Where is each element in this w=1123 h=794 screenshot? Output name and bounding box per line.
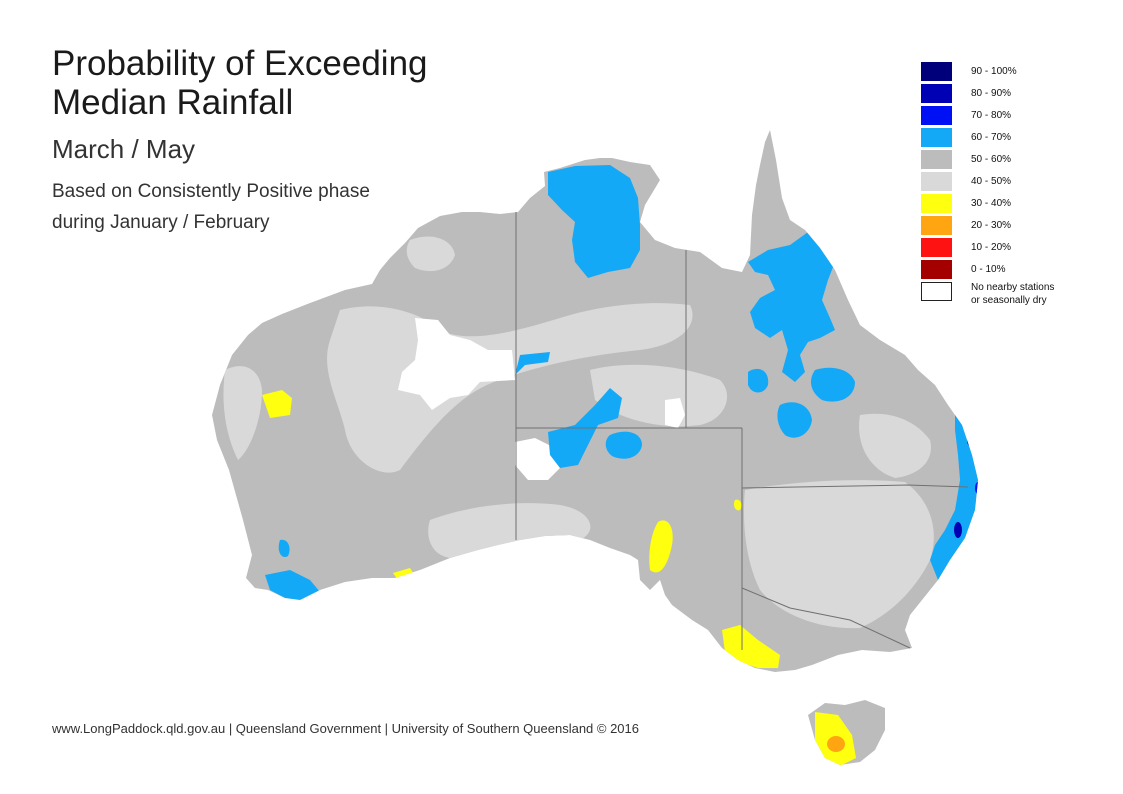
- tasmania-orange-zone: [827, 736, 845, 752]
- legend-swatch: [921, 62, 952, 81]
- title-line-2: Median Rainfall: [52, 83, 294, 122]
- blue-zone-nsw-coast: [930, 405, 978, 580]
- legend-label: 60 - 70%: [971, 132, 1012, 143]
- no-data-zone-north: [665, 398, 685, 428]
- blue-zone-gulf: [748, 225, 835, 382]
- light-zone-southeast: [743, 480, 934, 629]
- period-label: March / May: [52, 134, 196, 164]
- legend-label-no-data: No nearby stations or seasonally dry: [971, 281, 1111, 307]
- light-zone-center: [590, 364, 728, 427]
- map-title: Probability of Exceeding Median Rainfall: [52, 44, 428, 122]
- legend-swatch: [921, 260, 952, 279]
- footer-credits: www.LongPaddock.qld.gov.au | Queensland …: [52, 721, 639, 736]
- legend-swatch: [921, 172, 952, 191]
- legend-label: 0 - 10%: [971, 264, 1006, 275]
- dark-blue-spot-nsw: [954, 522, 962, 538]
- light-zone-kimberley: [406, 236, 455, 272]
- legend-item: 90 - 100%: [921, 61, 1111, 83]
- legend-swatch: [921, 84, 952, 103]
- blue-zone-qld-west: [748, 368, 769, 393]
- yellow-zone-sa-small: [733, 499, 742, 511]
- light-zone-nullarbor: [428, 503, 591, 558]
- light-zone-west-coast: [223, 366, 262, 460]
- legend-label: 10 - 20%: [971, 242, 1012, 253]
- border-nsw-vic: [741, 587, 911, 649]
- state-borders: [515, 212, 969, 650]
- yellow-zone-sa-gulf: [649, 520, 673, 573]
- legend-item: 50 - 60%: [921, 149, 1111, 171]
- legend-item: 40 - 50%: [921, 171, 1111, 193]
- legend-swatch: [921, 238, 952, 257]
- legend-swatch-no-data: [921, 282, 952, 301]
- legend: 90 - 100% 80 - 90% 70 - 80% 60 - 70% 50 - 60…: [921, 61, 1111, 317]
- legend-label: 80 - 90%: [971, 88, 1012, 99]
- mainland-probability-layer: [212, 130, 978, 672]
- legend-label: 20 - 30%: [971, 220, 1012, 231]
- dark-blue-spot-coast: [975, 482, 978, 494]
- legend-no-data-line-2: or seasonally dry: [971, 295, 1047, 306]
- tasmania: [808, 700, 885, 765]
- blue-zone-top-end: [548, 165, 640, 278]
- legend-item: 20 - 30%: [921, 215, 1111, 237]
- caption-line-1: Based on Consistently Positive phase: [52, 181, 370, 202]
- blue-zone-nt-small: [515, 352, 550, 375]
- legend-item: 80 - 90%: [921, 83, 1111, 105]
- no-data-zone-center: [515, 438, 560, 480]
- legend-label: 70 - 80%: [971, 110, 1012, 121]
- border-qld-nsw: [741, 484, 969, 489]
- yellow-zone-victoria: [722, 625, 780, 668]
- legend-item: 70 - 80%: [921, 105, 1111, 127]
- caption-line-2: during January / February: [52, 212, 270, 233]
- blue-zone-sa-center: [605, 431, 642, 459]
- legend-label: 50 - 60%: [971, 154, 1012, 165]
- legend-no-data-line-1: No nearby stations: [971, 282, 1055, 293]
- legend-label: 40 - 50%: [971, 176, 1012, 187]
- legend-item: 10 - 20%: [921, 237, 1111, 259]
- legend-item: 0 - 10%: [921, 259, 1111, 281]
- yellow-zone-wa: [262, 390, 292, 418]
- legend-item: 30 - 40%: [921, 193, 1111, 215]
- blue-zone-wa-sw: [265, 570, 320, 600]
- dark-blue-spot-qld: [967, 434, 973, 446]
- legend-label: 90 - 100%: [971, 66, 1017, 77]
- title-line-1: Probability of Exceeding: [52, 44, 428, 83]
- legend-swatch: [921, 106, 952, 125]
- no-data-zone-west: [398, 318, 515, 410]
- legend-swatch: [921, 150, 952, 169]
- legend-item: 60 - 70%: [921, 127, 1111, 149]
- legend-swatch: [921, 216, 952, 235]
- light-zone-east: [859, 413, 931, 478]
- legend-swatch: [921, 194, 952, 213]
- blue-zone-wa-sw-small: [278, 539, 290, 558]
- blue-zone-qld-inland: [777, 402, 812, 438]
- blue-zone-qld-central: [810, 367, 855, 402]
- legend-swatch: [921, 128, 952, 147]
- legend-item-no-data: No nearby stations or seasonally dry: [921, 281, 1111, 317]
- legend-label: 30 - 40%: [971, 198, 1012, 209]
- caption: Based on Consistently Positive phase dur…: [52, 176, 370, 238]
